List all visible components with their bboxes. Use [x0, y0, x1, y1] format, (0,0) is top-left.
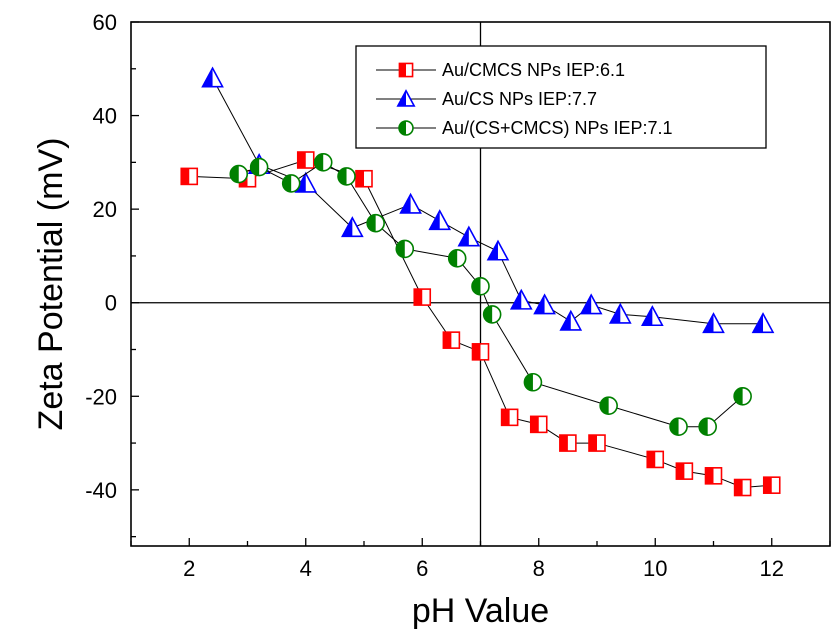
series-line	[212, 77, 764, 325]
data-point	[588, 434, 606, 452]
data-point	[733, 386, 752, 406]
data-point	[509, 288, 533, 310]
series-line	[238, 161, 743, 428]
data-point	[249, 157, 269, 177]
x-axis: 2 4 6 8 10 12	[130, 538, 831, 581]
data-point	[355, 169, 373, 188]
y-tick-label: 0	[105, 291, 117, 316]
legend-entry: Au/(CS+CMCS) NPs IEP:7.1	[376, 118, 673, 138]
x-tick-label: 10	[643, 556, 667, 581]
y-axis: -40 -20 0 20 40 60	[85, 10, 139, 538]
legend-label: Au/CMCS NPs IEP:6.1	[442, 60, 625, 80]
data-point	[599, 396, 618, 415]
data-point	[229, 164, 249, 184]
data-point	[482, 305, 502, 324]
series-2	[201, 66, 775, 334]
data-point	[471, 277, 490, 296]
data-point	[337, 167, 356, 186]
x-tick-label: 2	[183, 556, 195, 581]
y-tick-label: -40	[85, 478, 117, 503]
x-tick-label: 6	[416, 556, 428, 581]
data-point	[523, 372, 543, 392]
data-point	[201, 66, 224, 88]
legend-box	[355, 45, 767, 149]
y-tick-label: 60	[93, 10, 117, 35]
data-point	[579, 293, 603, 315]
data-point	[281, 174, 301, 193]
data-point	[529, 415, 548, 434]
data-point	[341, 216, 364, 238]
data-point	[366, 213, 385, 233]
data-point	[669, 417, 688, 436]
legend: Au/CMCS NPs IEP:6.1 Au/CS NPs IEP:7.7 Au/(…	[355, 45, 767, 149]
data-point	[751, 312, 775, 334]
data-point	[559, 309, 583, 331]
legend-entry: Au/CMCS NPs IEP:6.1	[376, 60, 625, 80]
legend-marker	[396, 89, 416, 107]
data-point	[457, 225, 481, 247]
data-point	[704, 467, 723, 485]
data-point	[296, 151, 315, 169]
legend-label: Au/(CS+CMCS) NPs IEP:7.1	[442, 118, 673, 138]
data-point	[442, 331, 461, 349]
data-point	[698, 417, 717, 436]
data-point	[447, 248, 467, 268]
data-point	[428, 209, 452, 231]
data-point	[762, 476, 781, 494]
data-point	[608, 302, 632, 324]
series-layer	[180, 66, 781, 497]
y-axis-title: Zeta Potential (mV)	[32, 138, 70, 431]
legend-label: Au/CS NPs IEP:7.7	[442, 89, 597, 109]
legend-marker	[398, 62, 414, 78]
data-point	[486, 239, 510, 261]
data-point	[395, 239, 415, 259]
data-point	[180, 167, 199, 186]
data-point	[313, 153, 333, 172]
data-point	[533, 293, 556, 315]
legend-entry: Au/CS NPs IEP:7.7	[376, 89, 597, 109]
data-point	[413, 288, 432, 306]
data-point	[500, 408, 519, 427]
data-point	[399, 192, 422, 214]
legend-marker	[398, 120, 414, 136]
data-point	[646, 450, 665, 469]
data-point	[640, 305, 664, 327]
y-tick-label: 40	[93, 104, 117, 129]
x-tick-label: 4	[300, 556, 312, 581]
data-point	[471, 343, 490, 361]
data-point	[702, 312, 725, 334]
y-tick-label: 20	[93, 197, 117, 222]
x-axis-title: pH Value	[412, 592, 549, 630]
data-point	[675, 462, 694, 480]
x-tick-label: 12	[760, 556, 784, 581]
data-point	[559, 434, 577, 452]
data-point	[733, 478, 752, 497]
y-tick-label: -20	[85, 384, 117, 409]
series-3	[229, 153, 752, 436]
x-tick-label: 8	[533, 556, 545, 581]
